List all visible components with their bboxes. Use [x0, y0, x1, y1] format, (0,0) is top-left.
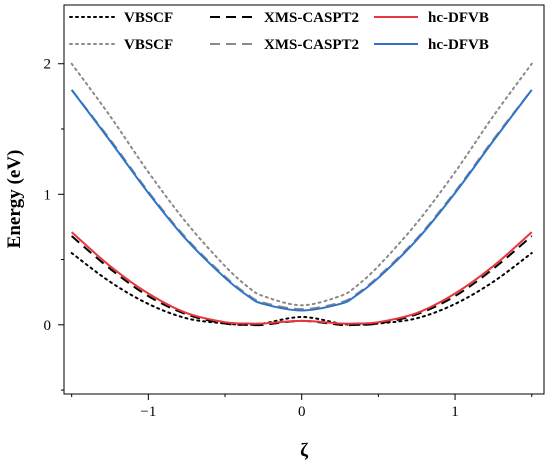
legend-label: XMS-CASPT2	[264, 37, 359, 53]
series-line-excited-vbscf	[70, 62, 533, 307]
y-tick-label: 1	[44, 187, 52, 203]
legend-label: XMS-CASPT2	[264, 10, 359, 26]
series-line-ground-xms-caspt2	[71, 235, 533, 327]
x-tick-label: −1	[140, 404, 156, 420]
legend-label: VBSCF	[124, 10, 173, 26]
y-axis-label: Energy (eV)	[4, 150, 25, 249]
y-tick-label: 2	[44, 57, 52, 73]
legend-label: hc-DFVB	[428, 10, 489, 26]
x-tick-label: 0	[298, 404, 306, 420]
y-tick-label: 0	[44, 318, 52, 334]
legend-label: VBSCF	[124, 37, 173, 53]
series-line-ground-vbscf	[70, 252, 533, 326]
x-axis-label: ζ	[300, 440, 309, 461]
x-tick-label: 1	[451, 404, 459, 420]
series-line-excited-xms-caspt2	[70, 89, 533, 311]
series-line-excited-hc-dfvb	[70, 89, 533, 312]
legend-label: hc-DFVB	[428, 37, 489, 53]
plot-frame	[63, 4, 545, 395]
series-line-ground-hc-dfvb	[71, 231, 533, 325]
